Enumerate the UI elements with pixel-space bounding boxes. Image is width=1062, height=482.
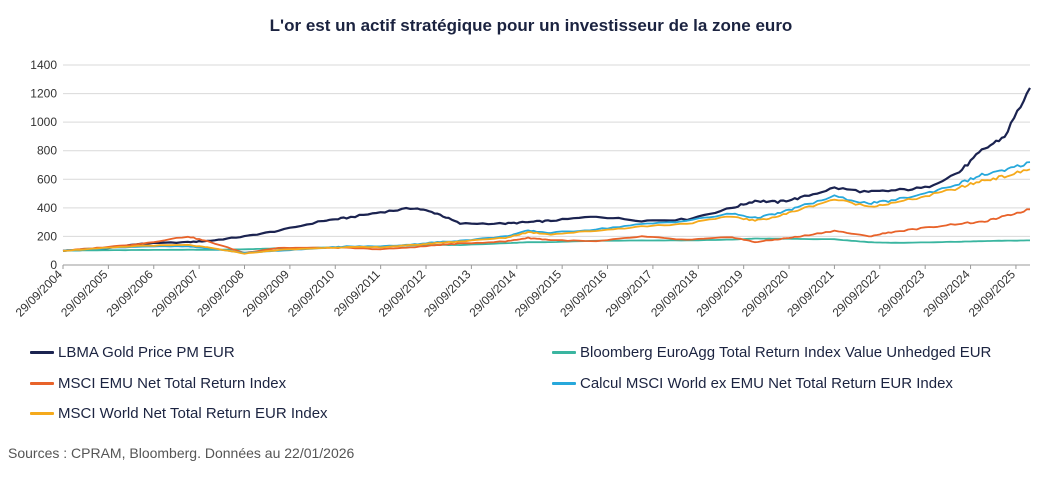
legend-swatch-msci-emu: [30, 382, 54, 385]
series-line-4: [62, 168, 1031, 255]
series-line-0: [62, 87, 1031, 252]
x-tick-label: 29/09/2016: [557, 267, 610, 320]
x-tick-label: 29/09/2007: [149, 267, 202, 320]
x-tick-label: 29/09/2004: [13, 267, 66, 320]
x-tick-label: 29/09/2008: [194, 267, 247, 320]
legend-label-euroagg: Bloomberg EuroAgg Total Return Index Val…: [580, 344, 992, 361]
y-tick-label: 600: [37, 172, 57, 186]
x-tick-label: 29/09/2011: [331, 267, 383, 319]
x-tick-label: 29/09/2025: [966, 267, 1019, 320]
line-chart: 020040060080010001200140029/09/200429/09…: [13, 58, 1031, 320]
x-tick-label: 29/09/2018: [648, 267, 701, 320]
y-tick-label: 1000: [30, 115, 57, 129]
legend-label-msci-world: MSCI World Net Total Return EUR Index: [58, 405, 328, 422]
legend-label-msci-emu: MSCI EMU Net Total Return Index: [58, 375, 287, 392]
chart-title: L'or est un actif stratégique pour un in…: [269, 16, 793, 35]
legend-item-msci-world-ex-emu: Calcul MSCI World ex EMU Net Total Retur…: [552, 375, 953, 392]
x-tick-label: 29/09/2024: [920, 267, 973, 320]
x-tick-label: 29/09/2023: [875, 267, 928, 320]
y-tick-label: 200: [37, 229, 57, 243]
grid-layer: [63, 64, 1030, 266]
x-tick-label: 29/09/2006: [104, 267, 157, 320]
x-tick-label: 29/09/2005: [58, 267, 111, 320]
x-tick-label: 29/09/2020: [739, 267, 792, 320]
x-tick-label: 29/09/2021: [784, 267, 837, 320]
legend-item-msci-world: MSCI World Net Total Return EUR Index: [30, 405, 328, 422]
series-line-1: [62, 237, 1030, 252]
legend-item-msci-emu: MSCI EMU Net Total Return Index: [30, 375, 286, 392]
series-line-3: [62, 161, 1031, 254]
x-tick-label: 29/09/2019: [693, 267, 746, 320]
axis-layer: 020040060080010001200140029/09/200429/09…: [13, 58, 1019, 320]
legend-item-euroagg: Bloomberg EuroAgg Total Return Index Val…: [552, 344, 991, 361]
series-line-2: [62, 208, 1030, 254]
y-tick-label: 800: [37, 144, 57, 158]
x-tick-label: 29/09/2022: [830, 267, 883, 320]
legend-label-gold: LBMA Gold Price PM EUR: [58, 344, 235, 361]
x-tick-label: 29/09/2012: [376, 267, 429, 320]
x-tick-label: 29/09/2015: [512, 267, 565, 320]
legend-label-msci-world-ex-emu: Calcul MSCI World ex EMU Net Total Retur…: [580, 375, 953, 392]
x-tick-label: 29/09/2010: [285, 267, 338, 320]
legend-swatch-euroagg: [552, 351, 576, 354]
y-tick-label: 400: [37, 201, 57, 215]
series-layer: [62, 87, 1031, 255]
legend-swatch-msci-world-ex-emu: [552, 382, 576, 385]
x-tick-label: 29/09/2009: [240, 267, 293, 320]
x-tick-label: 29/09/2017: [603, 267, 656, 320]
x-tick-label: 29/09/2014: [467, 267, 520, 320]
legend-swatch-gold: [30, 351, 54, 354]
source-note: Sources : CPRAM, Bloomberg. Données au 2…: [8, 445, 355, 461]
y-tick-label: 0: [50, 258, 57, 272]
legend-item-gold: LBMA Gold Price PM EUR: [30, 344, 235, 361]
y-tick-label: 1400: [30, 58, 57, 72]
y-tick-label: 1200: [30, 87, 57, 101]
legend-swatch-msci-world: [30, 412, 54, 415]
x-tick-label: 29/09/2013: [421, 267, 474, 320]
